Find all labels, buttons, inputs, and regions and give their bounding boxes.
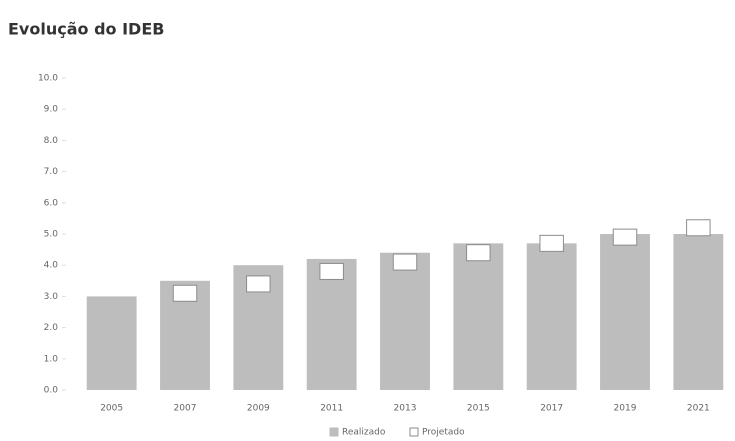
bar	[306, 258, 357, 390]
legend-swatch	[329, 427, 339, 437]
bar	[526, 243, 577, 390]
x-tick-label: 2009	[247, 404, 270, 414]
y-tick-label: 5.0	[44, 230, 59, 240]
y-tick-label: 3.0	[44, 292, 59, 302]
legend-label: Projetado	[422, 428, 465, 438]
y-tick-label: 0.0	[44, 386, 59, 396]
y-tick-label: 7.0	[44, 167, 59, 177]
y-tick-label: 8.0	[44, 136, 59, 146]
y-tick-label: 2.0	[44, 323, 59, 333]
y-tick-label: 10.0	[38, 74, 58, 84]
chart-title: Evolução do IDEB	[8, 20, 164, 39]
projection-marker	[686, 219, 711, 237]
legend-swatch	[409, 427, 419, 437]
bar	[86, 296, 137, 390]
y-tick-label: 9.0	[44, 105, 59, 115]
projection-marker	[172, 284, 198, 302]
bar	[673, 234, 724, 390]
y-tick-label: 4.0	[44, 261, 59, 271]
projection-marker	[392, 253, 418, 271]
projection-marker	[612, 228, 638, 246]
bar	[380, 252, 430, 390]
bar	[453, 243, 504, 390]
x-tick-label: 2011	[320, 404, 343, 414]
projection-marker	[246, 275, 271, 293]
projection-marker	[466, 244, 491, 262]
x-tick-label: 2015	[467, 404, 490, 414]
x-tick-label: 2007	[174, 404, 197, 414]
x-tick-label: 2005	[100, 404, 123, 414]
projection-marker	[539, 234, 564, 252]
legend-label: Realizado	[342, 428, 386, 438]
x-tick-label: 2019	[614, 404, 637, 414]
y-tick-label: 6.0	[44, 198, 59, 208]
y-tick-label: 1.0	[44, 354, 59, 364]
x-tick-label: 2013	[394, 404, 417, 414]
x-tick-label: 2021	[687, 404, 710, 414]
x-tick-label: 2017	[540, 404, 563, 414]
bar	[600, 234, 650, 390]
projection-marker	[319, 262, 344, 280]
